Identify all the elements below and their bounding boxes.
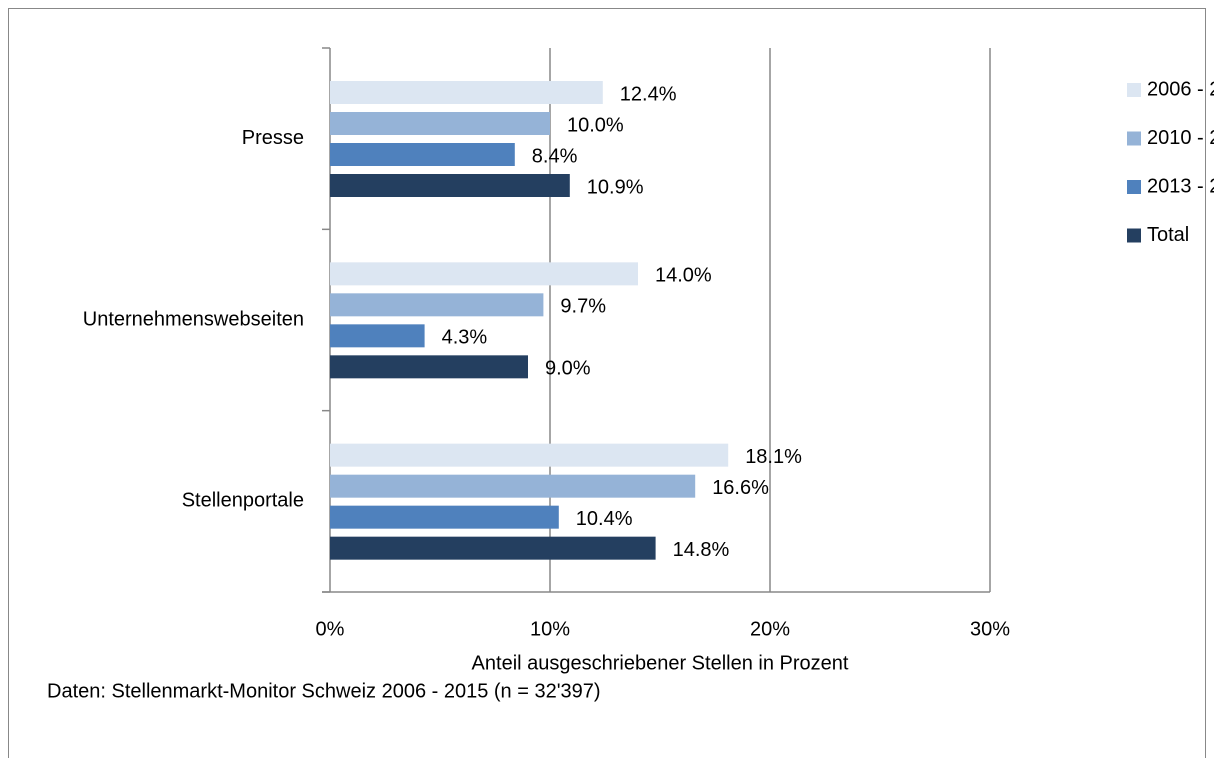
x-axis-title: Anteil ausgeschriebener Stellen in Proze… bbox=[472, 652, 849, 674]
bar bbox=[330, 355, 528, 379]
value-label: 10.4% bbox=[576, 508, 633, 530]
bar bbox=[330, 536, 656, 560]
chart-frame bbox=[8, 8, 1206, 763]
value-label: 10.0% bbox=[567, 114, 624, 136]
bar bbox=[330, 505, 559, 529]
value-label: 9.7% bbox=[560, 296, 606, 318]
legend-swatch bbox=[1127, 131, 1141, 146]
legend-swatch bbox=[1127, 180, 1141, 194]
x-tick-label: 30% bbox=[970, 618, 1010, 640]
bar bbox=[330, 143, 515, 166]
value-label: 12.4% bbox=[620, 83, 677, 105]
y-tick-label: Stellenportale bbox=[182, 490, 304, 512]
x-tick-label: 10% bbox=[530, 618, 570, 640]
bar bbox=[330, 81, 603, 104]
legend-swatch bbox=[1127, 228, 1141, 243]
legend-label: 2013 - 2015 bbox=[1147, 175, 1214, 197]
bar bbox=[330, 112, 550, 135]
value-label: 18.1% bbox=[745, 446, 802, 468]
value-label: 14.8% bbox=[673, 539, 730, 561]
bar bbox=[330, 174, 570, 197]
bar bbox=[330, 262, 638, 286]
value-label: 9.0% bbox=[545, 358, 591, 380]
x-tick-label: 0% bbox=[316, 618, 345, 640]
value-label: 14.0% bbox=[655, 265, 712, 287]
value-label: 16.6% bbox=[712, 477, 769, 499]
legend-swatch bbox=[1127, 83, 1141, 97]
value-label: 10.9% bbox=[587, 176, 644, 198]
bar bbox=[330, 474, 696, 498]
bar bbox=[330, 324, 425, 348]
y-tick-label: Unternehmenswebseiten bbox=[83, 308, 304, 330]
legend-label: Total bbox=[1147, 224, 1189, 246]
note: Daten: Stellenmarkt-Monitor Schweiz 2006… bbox=[47, 680, 601, 702]
value-label: 8.4% bbox=[532, 145, 578, 167]
bar bbox=[330, 443, 729, 467]
value-label: 4.3% bbox=[442, 327, 488, 349]
legend-label: 2006 - 2009 bbox=[1147, 78, 1214, 100]
x-tick-label: 20% bbox=[750, 618, 790, 640]
bar bbox=[330, 293, 544, 317]
legend-label: 2010 - 2012 bbox=[1147, 127, 1214, 149]
y-tick-label: Presse bbox=[242, 127, 304, 149]
